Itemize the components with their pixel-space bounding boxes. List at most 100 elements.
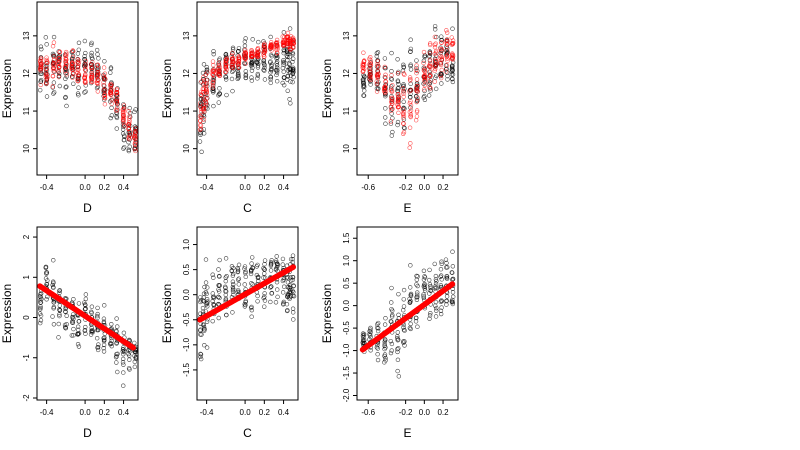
data-point (382, 337, 388, 342)
data-point (83, 67, 88, 72)
data-point (422, 281, 427, 287)
y-tick-label: 10 (342, 144, 351, 153)
data-point (70, 314, 76, 320)
x-tick-label: -0.4 (40, 183, 54, 192)
data-point (382, 322, 388, 327)
data-point (268, 285, 273, 290)
data-point (211, 49, 216, 54)
data-point (37, 320, 43, 326)
data-point (76, 40, 82, 45)
data-point (57, 50, 62, 55)
data-point (249, 48, 254, 54)
data-point (70, 71, 76, 76)
data-point (90, 56, 95, 62)
data-point (75, 91, 81, 96)
data-point (408, 81, 413, 87)
data-point (408, 46, 414, 52)
data-point (422, 286, 427, 291)
data-point (285, 308, 290, 313)
data-point (201, 108, 206, 113)
data-point (56, 65, 62, 70)
data-point (120, 127, 126, 132)
data-point (122, 123, 127, 128)
data-point (284, 302, 290, 307)
data-point (408, 293, 414, 298)
data-point (268, 260, 274, 265)
data-point (50, 282, 55, 288)
points-group (37, 34, 138, 154)
data-point (216, 301, 221, 307)
data-point (198, 80, 203, 85)
x-axis-title: E (403, 201, 411, 215)
data-point (422, 87, 427, 92)
data-point (434, 73, 439, 78)
data-point (450, 26, 455, 31)
data-point (401, 113, 407, 119)
data-point (229, 76, 235, 82)
data-point (268, 60, 273, 65)
data-point (439, 67, 444, 73)
data-point (216, 283, 221, 288)
data-point (395, 122, 400, 128)
data-point (57, 55, 62, 61)
data-point (438, 73, 443, 78)
data-point (133, 130, 138, 135)
data-point (422, 93, 427, 99)
data-point (408, 37, 413, 42)
data-point (114, 91, 119, 96)
data-point (96, 342, 101, 347)
data-point (63, 76, 68, 81)
data-point (223, 65, 229, 70)
data-point (203, 82, 208, 88)
y-tick-label: 11 (342, 106, 351, 115)
points-group (197, 253, 297, 362)
data-point (83, 62, 88, 67)
data-point (249, 56, 254, 62)
data-point (451, 294, 456, 299)
data-point (230, 279, 236, 284)
data-point (37, 67, 43, 72)
data-point (401, 105, 406, 110)
data-point (64, 84, 69, 89)
data-point (407, 78, 413, 83)
data-point (224, 92, 229, 98)
data-point (269, 45, 275, 50)
data-point (249, 60, 255, 66)
y-tick-label: -1.0 (342, 343, 351, 357)
data-point (210, 318, 215, 324)
data-point (95, 70, 101, 75)
data-point (236, 59, 241, 64)
data-point (268, 34, 273, 40)
data-point (396, 291, 401, 297)
data-point (76, 58, 82, 63)
data-point (274, 79, 280, 84)
data-point (201, 81, 206, 86)
data-point (395, 71, 401, 76)
data-point (269, 290, 275, 296)
data-point (76, 93, 81, 98)
data-point (432, 261, 437, 267)
data-point (211, 77, 216, 82)
data-point (362, 74, 367, 80)
data-point (262, 43, 267, 48)
x-tick-label: -0.4 (40, 408, 54, 417)
data-point (444, 53, 450, 58)
data-point (64, 51, 69, 56)
data-point (450, 276, 456, 282)
data-point (243, 274, 248, 280)
data-point (449, 67, 455, 72)
data-point (203, 85, 209, 90)
data-point (95, 66, 100, 72)
data-point (211, 67, 216, 72)
data-point (434, 58, 439, 64)
data-point (89, 76, 94, 82)
data-point (375, 325, 380, 331)
data-point (426, 79, 432, 84)
data-point (269, 42, 274, 47)
data-point (43, 70, 49, 75)
x-tick-label: 0.2 (99, 183, 111, 192)
data-point (290, 288, 295, 293)
data-point (439, 261, 444, 266)
data-point (121, 112, 126, 117)
data-point (236, 74, 241, 79)
